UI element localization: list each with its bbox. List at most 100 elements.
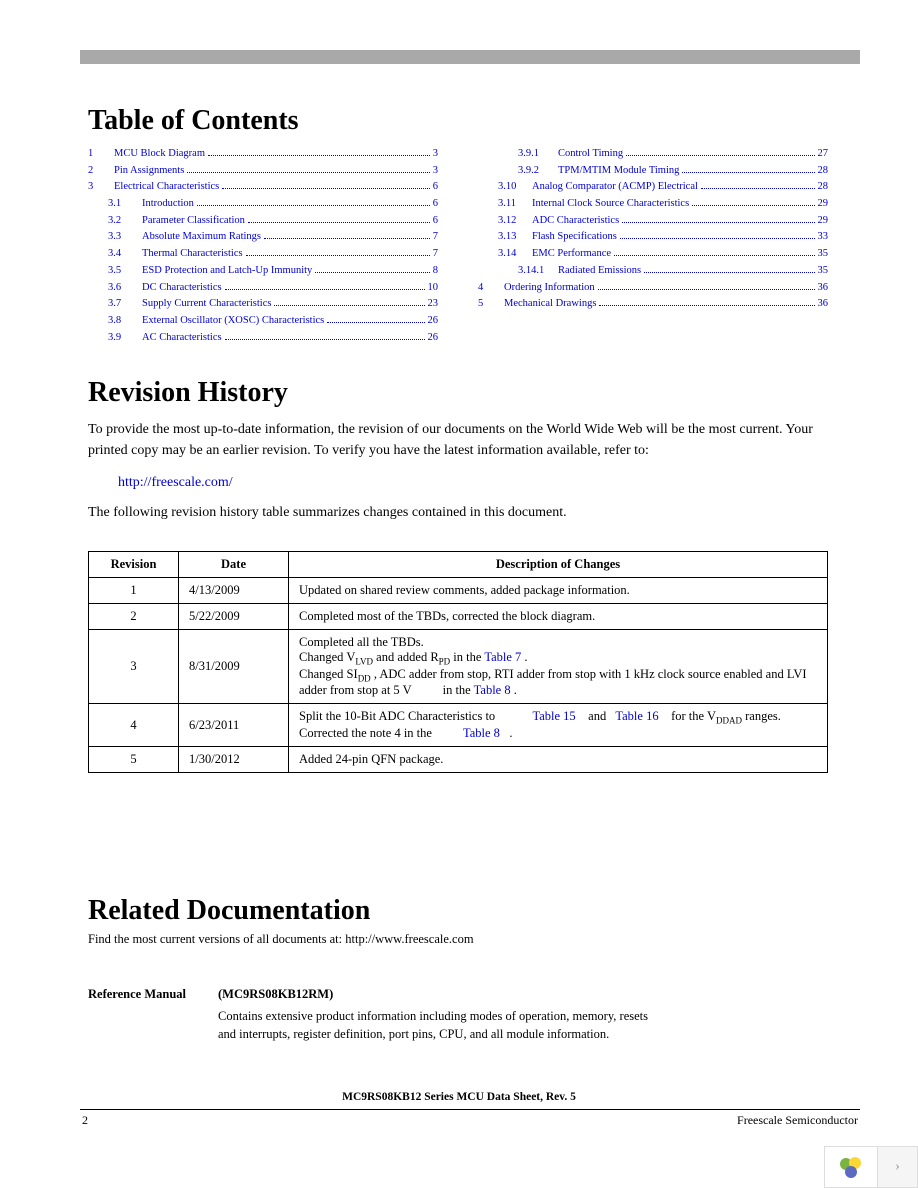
cell-description: Completed most of the TBDs, corrected th… (289, 604, 828, 630)
toc-title: AC Characteristics (142, 331, 222, 346)
toc-entry[interactable]: 3.9AC Characteristics 26 (88, 331, 438, 346)
cell-date: 6/23/2011 (179, 704, 289, 747)
table-row: 25/22/2009Completed most of the TBDs, co… (89, 604, 828, 630)
toc-page: 23 (428, 297, 439, 312)
col-date: Date (179, 552, 289, 578)
toc-title: Supply Current Characteristics (142, 297, 271, 312)
toc-title: Internal Clock Source Characteristics (532, 197, 689, 212)
toc-leader-dots (222, 188, 430, 189)
toc-title: Control Timing (558, 147, 623, 162)
toc-entry[interactable]: 3.6DC Characteristics10 (88, 281, 438, 296)
revision-after: The following revision history table sum… (88, 505, 828, 521)
toc-entry[interactable]: 3.14EMC Performance35 (478, 247, 828, 262)
toc-page: 26 (428, 314, 439, 329)
toc-entry[interactable]: 3.12ADC Characteristics29 (478, 214, 828, 229)
toc-entry[interactable]: 3.3Absolute Maximum Ratings 7 (88, 230, 438, 245)
toc-page: 36 (818, 281, 829, 296)
toc-page: 6 (433, 197, 438, 212)
toc-page: 28 (818, 164, 829, 179)
toc-title: Mechanical Drawings (504, 297, 596, 312)
toc-column-right: 3.9.1Control Timing273.9.2TPM/MTIM Modul… (478, 147, 828, 347)
toc-leader-dots (274, 305, 424, 306)
toc-title: Electrical Characteristics (114, 180, 219, 195)
toc-page: 26 (428, 331, 439, 346)
toc-entry[interactable]: 5Mechanical Drawings36 (478, 297, 828, 312)
widget-logo-icon[interactable] (824, 1146, 878, 1188)
floating-widget: › (824, 1146, 918, 1188)
cell-revision: 4 (89, 704, 179, 747)
toc-page: 10 (428, 281, 439, 296)
table-header-row: Revision Date Description of Changes (89, 552, 828, 578)
related-heading: Related Documentation (88, 895, 828, 927)
toc-entry[interactable]: 3.1Introduction6 (88, 197, 438, 212)
toc-entry[interactable]: 3.14.1Radiated Emissions 35 (478, 264, 828, 279)
toc-entry[interactable]: 3.4Thermal Characteristics7 (88, 247, 438, 262)
toc-title: ADC Characteristics (532, 214, 619, 229)
toc-entry[interactable]: 3.10Analog Comparator (ACMP) Electrical2… (478, 180, 828, 195)
toc-number: 3.10 (498, 180, 532, 195)
cell-date: 4/13/2009 (179, 578, 289, 604)
toc-entry[interactable]: 3.11Internal Clock Source Characteristic… (478, 197, 828, 212)
related-documentation: Related Documentation Find the most curr… (88, 895, 828, 1043)
toc-title: EMC Performance (532, 247, 611, 262)
toc-title: Absolute Maximum Ratings (142, 230, 261, 245)
toc-entry[interactable]: 3.2Parameter Classification6 (88, 214, 438, 229)
toc-leader-dots (225, 289, 425, 290)
toc-number: 3.4 (108, 247, 142, 262)
table-row: 51/30/2012Added 24-pin QFN package. (89, 746, 828, 772)
reference-title: (MC9RS08KB12RM) (218, 987, 648, 1002)
toc-page: 7 (433, 230, 438, 245)
toc-page: 27 (818, 147, 829, 162)
cell-date: 5/22/2009 (179, 604, 289, 630)
table-row: 38/31/2009Completed all the TBDs.Changed… (89, 630, 828, 704)
cell-revision: 1 (89, 578, 179, 604)
table-of-contents: 1MCU Block Diagram3 2Pin Assignments33 Ele… (88, 147, 828, 347)
toc-entry[interactable]: 3.9.2TPM/MTIM Module Timing28 (478, 164, 828, 179)
widget-arrow-button[interactable]: › (878, 1146, 918, 1188)
toc-number: 3.9 (108, 331, 142, 346)
toc-number: 1 (88, 147, 114, 162)
toc-number: 3.14 (498, 247, 532, 262)
toc-leader-dots (246, 255, 430, 256)
freescale-link[interactable]: http://freescale.com/ (118, 475, 828, 491)
toc-title: External Oscillator (XOSC) Characteristi… (142, 314, 324, 329)
reference-row: Reference Manual (MC9RS08KB12RM) Contain… (88, 987, 828, 1043)
toc-number: 3.11 (498, 197, 532, 212)
toc-entry[interactable]: 1MCU Block Diagram3 (88, 147, 438, 162)
toc-number: 3.6 (108, 281, 142, 296)
cell-revision: 3 (89, 630, 179, 704)
toc-number: 3.3 (108, 230, 142, 245)
toc-entry[interactable]: 3.9.1Control Timing27 (478, 147, 828, 162)
toc-entry[interactable]: 4Ordering Information36 (478, 281, 828, 296)
toc-title: Introduction (142, 197, 194, 212)
toc-page: 3 (433, 164, 438, 179)
toc-entry[interactable]: 2Pin Assignments3 (88, 164, 438, 179)
toc-leader-dots (208, 155, 430, 156)
toc-page: 6 (433, 180, 438, 195)
cell-date: 8/31/2009 (179, 630, 289, 704)
header-bar (80, 50, 860, 64)
related-intro: Find the most current versions of all do… (88, 932, 828, 947)
footer-title: MC9RS08KB12 Series MCU Data Sheet, Rev. … (0, 1091, 918, 1103)
cell-revision: 5 (89, 746, 179, 772)
table-row: 14/13/2009Updated on shared review comme… (89, 578, 828, 604)
toc-leader-dots (264, 238, 430, 239)
toc-entry[interactable]: 3.13Flash Specifications33 (478, 230, 828, 245)
revision-table: Revision Date Description of Changes 14/… (88, 551, 828, 773)
toc-page: 29 (818, 197, 829, 212)
toc-title: Radiated Emissions (558, 264, 641, 279)
toc-entry[interactable]: 3.8External Oscillator (XOSC) Characteri… (88, 314, 438, 329)
toc-number: 3.7 (108, 297, 142, 312)
toc-leader-dots (327, 322, 424, 323)
footer-company: Freescale Semiconductor (737, 1113, 858, 1128)
revision-heading: Revision History (88, 377, 828, 409)
toc-page: 35 (818, 264, 829, 279)
toc-entry[interactable]: 3Electrical Characteristics6 (88, 180, 438, 195)
toc-entry[interactable]: 3.7Supply Current Characteristics 23 (88, 297, 438, 312)
cell-description: Updated on shared review comments, added… (289, 578, 828, 604)
toc-entry[interactable]: 3.5ESD Protection and Latch-Up Immunity8 (88, 264, 438, 279)
toc-page: 33 (818, 230, 829, 245)
toc-title: TPM/MTIM Module Timing (558, 164, 679, 179)
col-revision: Revision (89, 552, 179, 578)
toc-number: 3.14.1 (518, 264, 558, 279)
